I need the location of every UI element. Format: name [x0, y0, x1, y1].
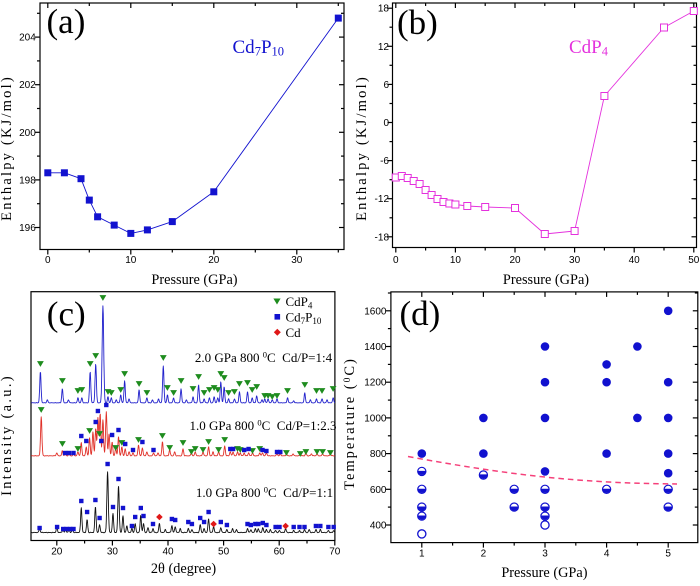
svg-text:600: 600	[370, 485, 387, 496]
svg-text:Cd: Cd	[286, 325, 302, 340]
svg-text:1.0 GPa 800 0C Cd/P=1:2.3: 1.0 GPa 800 0C Cd/P=1:2.3	[189, 418, 336, 434]
svg-text:20: 20	[509, 255, 521, 266]
svg-text:(d): (d)	[400, 294, 441, 333]
svg-text:400: 400	[370, 521, 387, 532]
svg-text:202: 202	[19, 80, 36, 91]
svg-text:50: 50	[218, 547, 230, 558]
svg-text:1400: 1400	[364, 342, 387, 353]
svg-text:30: 30	[569, 255, 581, 266]
svg-text:Pressure (GPa): Pressure (GPa)	[501, 565, 587, 581]
svg-text:6: 6	[383, 80, 389, 91]
svg-text:Cd7P10: Cd7P10	[233, 37, 285, 59]
svg-text:1200: 1200	[364, 378, 387, 389]
svg-text:0: 0	[383, 118, 389, 129]
svg-text:Enthalpy (KJ/mol): Enthalpy (KJ/mol)	[0, 75, 15, 221]
svg-text:5: 5	[665, 549, 671, 560]
svg-text:2.0 GPa 800 0C Cd/P=1:4: 2.0 GPa 800 0C Cd/P=1:4	[195, 350, 333, 366]
svg-text:10: 10	[450, 255, 462, 266]
svg-text:196: 196	[19, 223, 36, 234]
svg-text:0: 0	[45, 255, 51, 266]
svg-text:50: 50	[688, 255, 700, 266]
svg-text:Pressure (GPa): Pressure (GPa)	[151, 272, 237, 288]
svg-text:(c): (c)	[47, 295, 86, 334]
svg-text:800: 800	[370, 449, 387, 460]
svg-text:1600: 1600	[364, 306, 387, 317]
svg-text:Intensity (a.u.): Intensity (a.u.)	[0, 374, 15, 496]
svg-text:Pressure (GPa): Pressure (GPa)	[503, 272, 589, 288]
svg-text:Enthalpy (KJ/mol): Enthalpy (KJ/mol)	[354, 75, 370, 221]
svg-text:1.0 GPa 800 0C Cd/P=1:1: 1.0 GPa 800 0C Cd/P=1:1	[196, 485, 333, 501]
svg-text:3: 3	[542, 549, 548, 560]
svg-text:70: 70	[329, 547, 341, 558]
svg-text:20: 20	[208, 255, 220, 266]
svg-text:1000: 1000	[364, 413, 387, 424]
svg-text:CdP4: CdP4	[286, 294, 313, 311]
svg-text:30: 30	[291, 255, 303, 266]
svg-text:40: 40	[162, 547, 174, 558]
svg-text:-18: -18	[375, 232, 390, 243]
svg-text:Temperature (0C): Temperature (0C)	[342, 357, 358, 490]
svg-text:-12: -12	[375, 194, 390, 205]
svg-text:198: 198	[19, 175, 36, 186]
svg-text:(b): (b)	[397, 3, 438, 42]
svg-text:2θ (degree): 2θ (degree)	[151, 561, 216, 577]
svg-text:40: 40	[629, 255, 641, 266]
svg-text:4: 4	[604, 549, 610, 560]
svg-text:60: 60	[274, 547, 286, 558]
svg-text:10: 10	[125, 255, 137, 266]
svg-text:30: 30	[107, 547, 119, 558]
svg-text:2: 2	[481, 549, 487, 560]
svg-text:-6: -6	[380, 156, 389, 167]
svg-text:(a): (a)	[47, 2, 86, 41]
svg-text:200: 200	[19, 128, 36, 139]
svg-text:12: 12	[378, 42, 390, 53]
svg-text:1: 1	[419, 549, 425, 560]
svg-text:204: 204	[19, 33, 36, 44]
svg-text:CdP4: CdP4	[569, 37, 609, 59]
svg-text:0: 0	[393, 255, 399, 266]
svg-text:20: 20	[51, 547, 63, 558]
svg-text:18: 18	[378, 4, 390, 15]
